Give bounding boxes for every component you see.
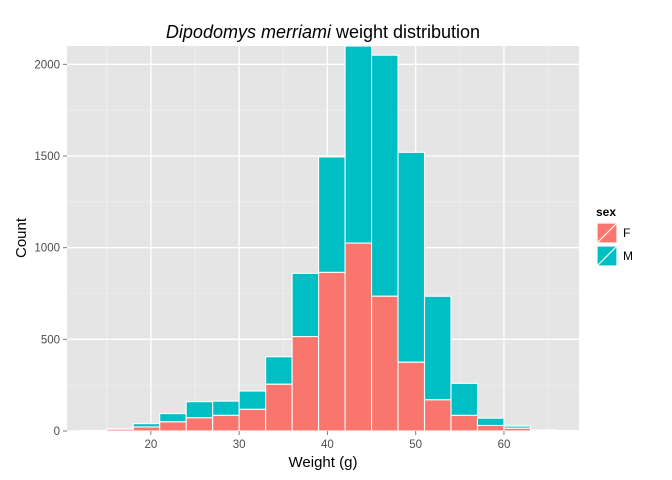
chart-title: Dipodomys merriami weight distribution — [166, 22, 480, 42]
bar-f — [503, 427, 531, 432]
y-axis: 0 500 1000 1500 2000 — [34, 59, 67, 438]
bar-f — [212, 414, 240, 432]
bar-m — [423, 295, 452, 401]
bar-f — [185, 417, 214, 432]
x-tick-label: 20 — [144, 439, 157, 451]
bar-f — [450, 414, 479, 432]
bar-m — [238, 390, 267, 410]
legend-items: FM — [595, 221, 633, 268]
bar-f — [265, 383, 293, 432]
legend-key-slash — [596, 222, 618, 244]
x-tick-label: 50 — [409, 439, 422, 451]
bar-m — [318, 156, 346, 273]
bar-f — [159, 421, 187, 432]
bar-f — [344, 242, 373, 432]
bar-f — [529, 429, 558, 432]
bar-f — [476, 424, 505, 432]
y-axis-title: Count — [13, 217, 30, 258]
x-tick-label: 40 — [321, 439, 334, 451]
bar-f — [106, 428, 134, 432]
x-axis: 20 30 40 50 60 — [144, 431, 510, 451]
bar-f — [318, 271, 346, 432]
bar-f — [238, 408, 267, 432]
bar-f — [132, 426, 161, 432]
y-tick-label: 2000 — [34, 59, 60, 71]
legend-label-f: F — [623, 226, 630, 240]
legend: sex FM — [595, 205, 633, 268]
bar-f — [371, 295, 399, 432]
bar-m — [159, 413, 187, 423]
bar-m — [265, 356, 293, 385]
bar-m — [291, 272, 320, 338]
bar-f — [291, 336, 320, 432]
bar-m — [212, 400, 240, 416]
bar-m — [185, 401, 214, 419]
bar-m — [344, 45, 373, 244]
y-tick-label: 1500 — [34, 151, 60, 163]
legend-key-slash — [596, 245, 618, 267]
y-tick-label: 500 — [41, 334, 60, 346]
y-tick-label: 1000 — [34, 243, 60, 255]
bars — [79, 45, 584, 432]
bar-f — [423, 399, 452, 432]
legend-label-m: M — [623, 249, 633, 263]
bar-m — [397, 151, 426, 363]
bar-m — [450, 382, 479, 416]
title-species: Dipodomys merriami — [166, 22, 332, 42]
x-tick-label: 30 — [233, 439, 246, 451]
x-tick-label: 60 — [498, 439, 511, 451]
legend-title: sex — [596, 205, 616, 219]
y-tick-label: 0 — [54, 426, 60, 438]
bar-m — [371, 54, 399, 297]
bar-m — [476, 417, 505, 427]
title-suffix: weight distribution — [331, 22, 480, 42]
x-axis-title: Weight (g) — [289, 454, 358, 471]
bar-f — [397, 361, 426, 432]
